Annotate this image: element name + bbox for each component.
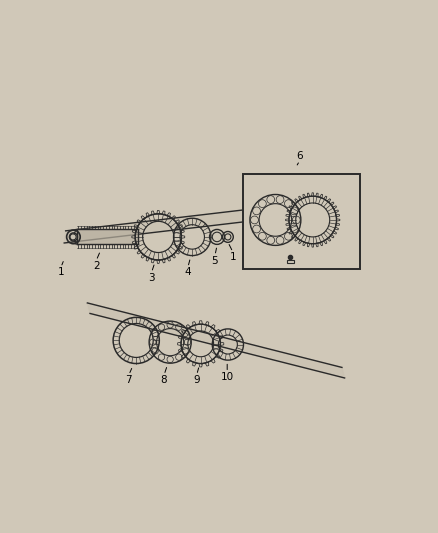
Text: 10: 10 bbox=[221, 373, 234, 382]
Polygon shape bbox=[64, 197, 354, 243]
Text: 7: 7 bbox=[125, 375, 132, 385]
Text: 1: 1 bbox=[230, 252, 236, 262]
Text: 4: 4 bbox=[184, 268, 191, 278]
Text: 9: 9 bbox=[193, 375, 200, 385]
Text: 1: 1 bbox=[57, 268, 64, 278]
Polygon shape bbox=[77, 229, 138, 245]
Polygon shape bbox=[87, 303, 345, 378]
Text: 5: 5 bbox=[212, 256, 218, 265]
Text: 8: 8 bbox=[161, 375, 167, 385]
Text: 6: 6 bbox=[297, 150, 303, 160]
Bar bbox=[287, 260, 294, 263]
Text: 2: 2 bbox=[93, 261, 99, 271]
Bar bbox=[243, 174, 360, 269]
Text: 3: 3 bbox=[148, 272, 155, 282]
